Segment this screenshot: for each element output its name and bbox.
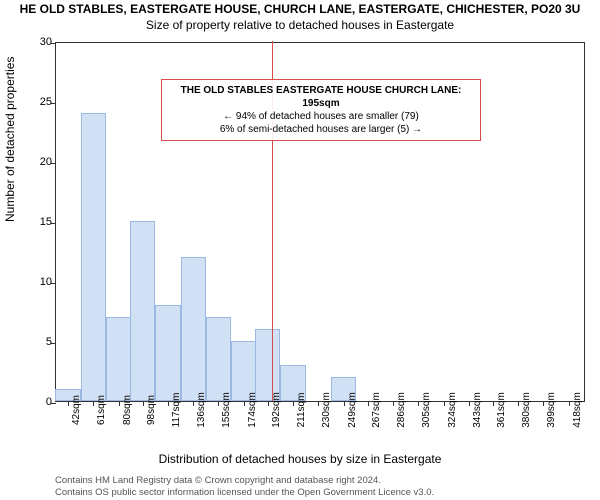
x-tick-label: 267sqm (371, 392, 382, 428)
main-title: HE OLD STABLES, EASTERGATE HOUSE, CHURCH… (0, 0, 600, 16)
x-tick (119, 401, 120, 406)
x-tick (218, 401, 219, 406)
x-tick (368, 401, 369, 406)
y-tick-label: 25 (40, 96, 52, 108)
y-tick-label: 20 (40, 156, 52, 168)
footer-line-2: Contains OS public sector information li… (55, 487, 600, 499)
x-tick (344, 401, 345, 406)
x-tick-label: 192sqm (271, 392, 282, 428)
x-tick (543, 401, 544, 406)
y-tick-label: 0 (46, 396, 52, 408)
x-tick-label: 286sqm (396, 392, 407, 428)
x-tick (318, 401, 319, 406)
histogram-bar (155, 305, 180, 401)
annotation-box: THE OLD STABLES EASTERGATE HOUSE CHURCH … (161, 79, 481, 141)
footer-attribution: Contains HM Land Registry data © Crown c… (0, 475, 600, 499)
y-tick-label: 15 (40, 216, 52, 228)
x-tick-label: 230sqm (321, 392, 332, 428)
x-tick (244, 401, 245, 406)
histogram-bar (206, 317, 231, 401)
histogram-bar (181, 257, 206, 401)
annotation-line-1: THE OLD STABLES EASTERGATE HOUSE CHURCH … (168, 84, 474, 110)
x-tick-label: 98sqm (146, 395, 157, 425)
chart-plot-area: THE OLD STABLES EASTERGATE HOUSE CHURCH … (55, 42, 585, 402)
histogram-bar (130, 221, 155, 401)
x-tick-label: 418sqm (572, 392, 583, 428)
x-tick-label: 174sqm (247, 392, 258, 428)
x-tick (569, 401, 570, 406)
annotation-line-2: ← 94% of detached houses are smaller (79… (168, 110, 474, 123)
x-tick (444, 401, 445, 406)
subtitle: Size of property relative to detached ho… (0, 16, 600, 32)
x-tick (68, 401, 69, 406)
y-tick-label: 30 (40, 36, 52, 48)
x-tick (193, 401, 194, 406)
annotation-line-3: 6% of semi-detached houses are larger (5… (168, 123, 474, 136)
histogram-bar (81, 113, 106, 401)
x-tick (418, 401, 419, 406)
x-tick-label: 136sqm (196, 392, 207, 428)
x-tick (268, 401, 269, 406)
y-tick-label: 10 (40, 276, 52, 288)
x-tick (168, 401, 169, 406)
x-tick-label: 305sqm (421, 392, 432, 428)
footer-line-1: Contains HM Land Registry data © Crown c… (55, 475, 600, 487)
x-tick-label: 343sqm (472, 392, 483, 428)
x-tick-label: 155sqm (221, 392, 232, 428)
x-tick-label: 80sqm (122, 395, 133, 425)
x-tick (143, 401, 144, 406)
x-tick-label: 117sqm (171, 393, 182, 428)
x-tick (493, 401, 494, 406)
histogram-bar (106, 317, 131, 401)
x-tick-label: 211sqm (296, 393, 307, 428)
x-tick-label: 399sqm (546, 392, 557, 428)
x-tick (93, 401, 94, 406)
y-tick-label: 5 (46, 336, 52, 348)
y-axis-label: Number of detached properties (3, 57, 17, 222)
x-tick-label: 380sqm (521, 392, 532, 428)
x-tick (293, 401, 294, 406)
x-axis-label: Distribution of detached houses by size … (0, 452, 600, 466)
x-tick (518, 401, 519, 406)
x-tick (469, 401, 470, 406)
x-tick-label: 324sqm (447, 392, 458, 428)
x-tick (393, 401, 394, 406)
x-tick-label: 61sqm (96, 395, 107, 425)
histogram-bar (255, 329, 280, 401)
x-tick-label: 42sqm (71, 395, 82, 425)
x-tick-label: 249sqm (347, 392, 358, 428)
x-tick-label: 361sqm (496, 392, 507, 428)
